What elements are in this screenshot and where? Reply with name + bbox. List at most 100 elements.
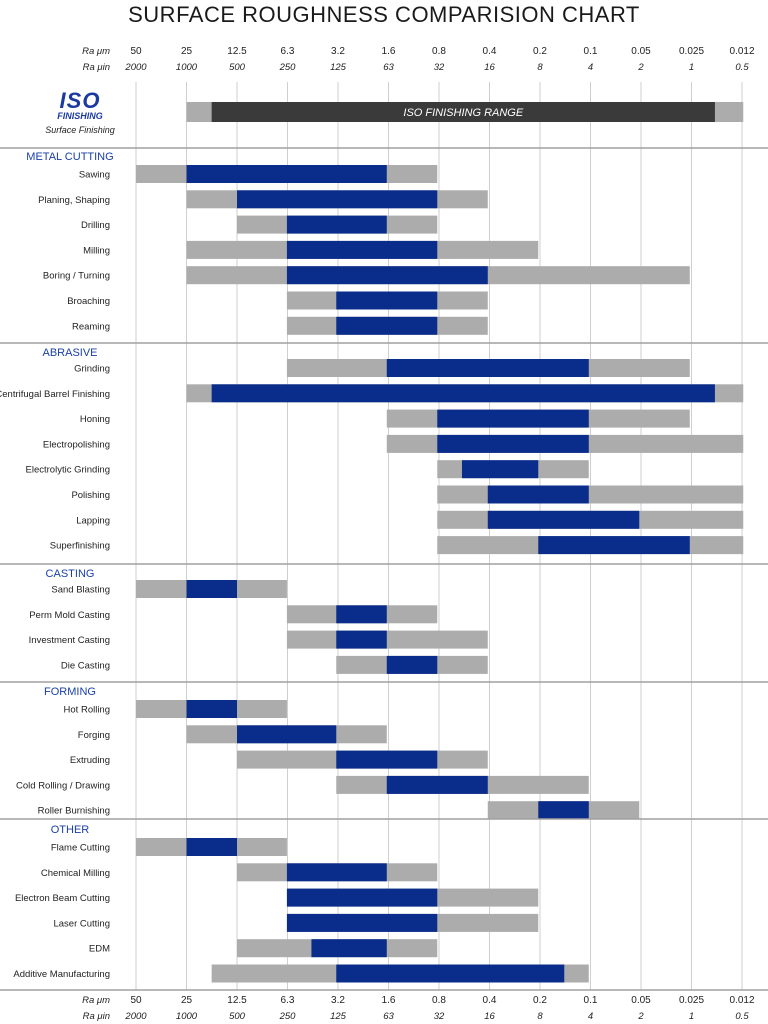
top-tick-um: 1.6 bbox=[382, 46, 396, 57]
bottom-tick-um: 0.012 bbox=[729, 995, 754, 1006]
bottom-tick-um: 0.2 bbox=[533, 995, 547, 1006]
row-typical-bar bbox=[186, 165, 387, 183]
row-label: Grinding bbox=[74, 364, 110, 375]
bottom-tick-um: 0.025 bbox=[679, 995, 704, 1006]
row-typical-bar bbox=[237, 725, 337, 744]
row-label: Electron Beam Cutting bbox=[15, 893, 110, 904]
bottom-ra-um-label: Ra μm bbox=[82, 995, 110, 1006]
row-typical-bar bbox=[336, 605, 387, 624]
top-tick-um: 0.1 bbox=[584, 46, 598, 57]
row-label: EDM bbox=[89, 944, 110, 955]
iso-range-label: ISO FINISHING RANGE bbox=[403, 107, 523, 119]
row-typical-bar bbox=[336, 964, 565, 983]
row-typical-bar bbox=[286, 266, 488, 285]
top-tick-um: 50 bbox=[130, 46, 142, 57]
row-typical-bar bbox=[487, 485, 589, 504]
row-typical-bar bbox=[286, 863, 387, 882]
top-tick-uin: 16 bbox=[484, 62, 495, 73]
top-tick-um: 0.4 bbox=[483, 46, 497, 57]
row-typical-bar bbox=[538, 801, 589, 820]
row-label: Chemical Milling bbox=[41, 868, 110, 879]
row-typical-bar bbox=[461, 460, 539, 479]
top-tick-uin: 2000 bbox=[124, 62, 147, 73]
top-tick-uin: 500 bbox=[229, 62, 246, 73]
bottom-tick-um: 50 bbox=[130, 995, 142, 1006]
bottom-ra-uin-label: Ra μin bbox=[83, 1011, 110, 1022]
top-tick-uin: 1000 bbox=[176, 62, 198, 73]
top-tick-um: 12.5 bbox=[227, 46, 247, 57]
bottom-tick-um: 0.8 bbox=[432, 995, 446, 1006]
row-typical-bar bbox=[386, 775, 488, 794]
group-title: FORMING bbox=[44, 686, 96, 698]
top-tick-um: 0.8 bbox=[432, 46, 446, 57]
top-tick-um: 0.05 bbox=[631, 46, 651, 57]
row-typical-bar bbox=[237, 190, 438, 209]
row-label: Sawing bbox=[79, 170, 110, 181]
row-typical-bar bbox=[386, 655, 438, 674]
top-tick-um: 25 bbox=[181, 46, 193, 57]
top-tick-um: 0.2 bbox=[533, 46, 547, 57]
iso-range-inner-bar bbox=[211, 102, 715, 122]
row-label: Superfinishing bbox=[50, 541, 110, 552]
row-typical-bar bbox=[336, 316, 438, 335]
top-tick-um: 0.025 bbox=[679, 46, 704, 57]
iso-logo-subtitle: Surface Finishing bbox=[45, 125, 115, 135]
chart-title: SURFACE ROUGHNESS COMPARISION CHART bbox=[128, 2, 640, 27]
row-typical-bar bbox=[286, 913, 438, 932]
row-typical-bar bbox=[286, 215, 387, 234]
top-tick-uin: 8 bbox=[537, 62, 543, 73]
bottom-tick-uin: 0.5 bbox=[735, 1011, 749, 1022]
top-tick-uin: 125 bbox=[330, 62, 347, 73]
group-title: CASTING bbox=[46, 568, 95, 580]
bottom-tick-um: 0.4 bbox=[483, 995, 497, 1006]
row-label: Forging bbox=[78, 730, 110, 741]
bottom-tick-uin: 32 bbox=[434, 1011, 445, 1022]
bottom-tick-uin: 1 bbox=[689, 1011, 694, 1022]
top-tick-uin: 0.5 bbox=[735, 62, 749, 73]
top-tick-uin: 1 bbox=[689, 62, 694, 73]
bottom-tick-um: 0.05 bbox=[631, 995, 651, 1006]
bottom-tick-uin: 16 bbox=[484, 1011, 495, 1022]
top-ra-uin-label: Ra μin bbox=[83, 62, 110, 73]
row-label: Lapping bbox=[76, 515, 110, 526]
row-label: Centrifugal Barrel Finishing bbox=[0, 389, 110, 400]
row-label: Honing bbox=[80, 414, 110, 425]
row-typical-bar bbox=[437, 434, 589, 453]
bottom-tick-um: 12.5 bbox=[227, 995, 247, 1006]
bottom-tick-uin: 125 bbox=[330, 1011, 347, 1022]
top-tick-uin: 250 bbox=[279, 62, 297, 73]
row-label: Flame Cutting bbox=[51, 843, 110, 854]
top-tick-uin: 2 bbox=[637, 62, 644, 73]
row-typical-bar bbox=[311, 939, 387, 958]
row-label: Hot Rolling bbox=[64, 705, 110, 716]
row-label: Sand Blasting bbox=[51, 585, 110, 596]
row-typical-bar bbox=[538, 536, 690, 555]
iso-logo-finishing: FINISHING bbox=[57, 111, 103, 121]
row-label: Electropolishing bbox=[43, 439, 110, 450]
bottom-tick-um: 0.1 bbox=[584, 995, 598, 1006]
group-title: METAL CUTTING bbox=[26, 151, 113, 163]
bottom-tick-uin: 8 bbox=[537, 1011, 543, 1022]
row-typical-bar bbox=[386, 359, 589, 377]
bottom-tick-um: 25 bbox=[181, 995, 193, 1006]
bottom-tick-uin: 500 bbox=[229, 1011, 246, 1022]
row-typical-bar bbox=[186, 700, 237, 718]
row-label: Broaching bbox=[67, 296, 110, 307]
bottom-tick-uin: 250 bbox=[279, 1011, 297, 1022]
row-label: Roller Burnishing bbox=[38, 806, 110, 817]
top-tick-um: 6.3 bbox=[281, 46, 295, 57]
row-label: Cold Rolling / Drawing bbox=[16, 780, 110, 791]
row-label: Additive Manufacturing bbox=[13, 969, 110, 980]
top-tick-um: 3.2 bbox=[331, 46, 345, 57]
row-label: Milling bbox=[83, 245, 110, 256]
row-typical-bar bbox=[437, 409, 589, 428]
row-range-bar bbox=[286, 630, 488, 649]
bottom-tick-uin: 2 bbox=[637, 1011, 644, 1022]
row-typical-bar bbox=[336, 750, 438, 769]
row-label: Perm Mold Casting bbox=[29, 610, 110, 621]
row-label: Drilling bbox=[81, 220, 110, 231]
row-range-bar bbox=[437, 485, 744, 504]
row-label: Planing, Shaping bbox=[38, 195, 110, 206]
row-label: Reaming bbox=[72, 321, 110, 332]
